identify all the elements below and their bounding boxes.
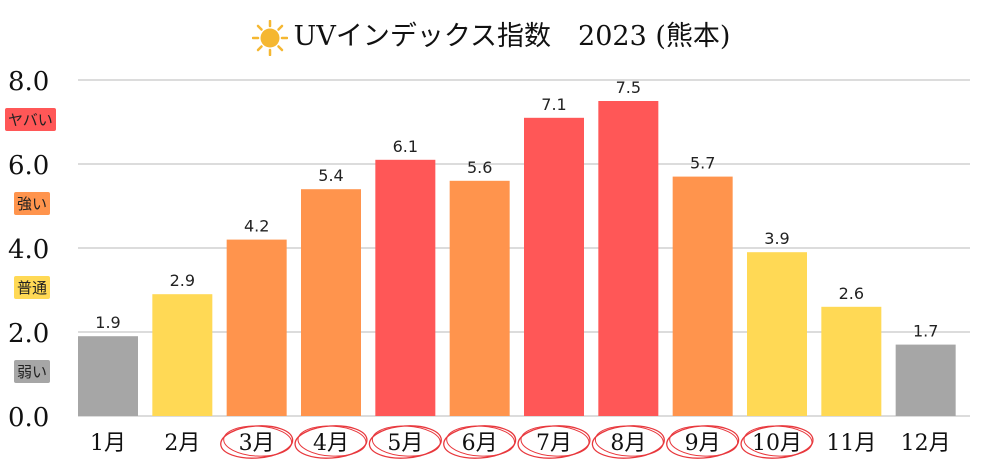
red-circle-mark <box>446 425 516 457</box>
band-label-yabai: ヤバい <box>5 108 56 131</box>
data-label: 7.5 <box>616 78 641 97</box>
bar <box>747 252 807 416</box>
data-label: 5.7 <box>690 154 715 173</box>
bar <box>821 306 882 416</box>
bar <box>524 117 584 417</box>
bar <box>375 159 436 417</box>
sun-icon <box>251 19 288 56</box>
bar <box>449 180 510 416</box>
y-tick-label: 8.0 <box>8 67 49 97</box>
red-circle-mark <box>223 425 293 457</box>
x-tick-label: 5月 <box>387 431 423 456</box>
y-tick-label: 4.0 <box>8 235 49 265</box>
bar <box>598 101 659 416</box>
bar <box>152 294 213 416</box>
x-tick-label: 7月 <box>536 431 572 456</box>
red-circle-mark <box>743 425 813 457</box>
data-label: 1.9 <box>95 313 120 332</box>
data-label: 2.6 <box>839 284 864 303</box>
x-tick-label: 11月 <box>826 431 876 456</box>
x-tick-label: 12月 <box>901 431 951 456</box>
bar <box>672 176 733 416</box>
band-label-strong: 強い <box>14 192 51 215</box>
x-tick-label: 3月 <box>239 431 275 456</box>
data-label: 1.7 <box>913 322 938 341</box>
x-tick-label: 1月 <box>90 431 126 456</box>
y-tick-label: 6.0 <box>8 151 49 181</box>
band-label-weak: 弱い <box>14 360 51 383</box>
y-tick-label: 0.0 <box>8 403 49 433</box>
data-label: 4.2 <box>244 217 269 236</box>
bar <box>301 189 361 416</box>
red-circle-mark <box>371 425 441 457</box>
data-label: 5.6 <box>467 158 492 177</box>
x-tick-label: 8月 <box>610 431 646 456</box>
data-label: 7.1 <box>541 95 566 114</box>
x-tick-label: 2月 <box>164 431 200 456</box>
y-tick-label: 2.0 <box>8 319 49 349</box>
x-tick-label: 10月 <box>752 431 802 456</box>
data-label: 2.9 <box>170 271 195 290</box>
title-text: UVインデックス指数 2023 (熊本) <box>293 21 731 52</box>
red-circle-mark <box>669 425 739 457</box>
band-label-normal: 普通 <box>14 276 51 299</box>
red-circle-mark <box>297 425 367 457</box>
x-tick-label: 4月 <box>313 431 349 456</box>
red-circle-mark <box>520 425 590 457</box>
data-label: 5.4 <box>318 166 343 185</box>
x-tick-label: 9月 <box>685 431 721 456</box>
chart-title: UVインデックス指数 2023 (熊本) <box>0 14 982 56</box>
red-circle-mark <box>594 425 664 457</box>
bar <box>226 239 287 416</box>
bar <box>78 336 138 416</box>
data-label: 3.9 <box>764 229 789 248</box>
x-tick-label: 6月 <box>462 431 498 456</box>
bar <box>895 344 956 416</box>
data-label: 6.1 <box>393 137 418 156</box>
